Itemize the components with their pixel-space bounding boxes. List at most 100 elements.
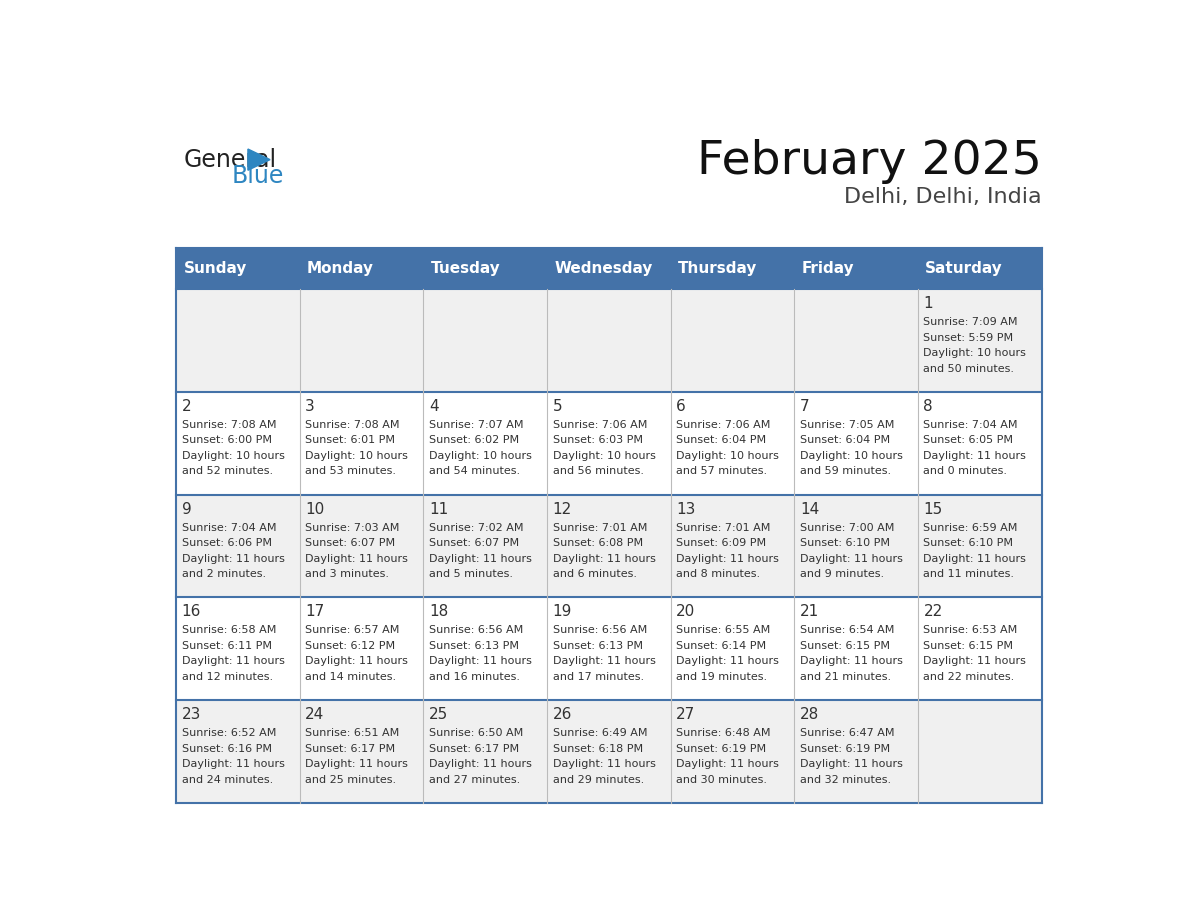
Text: 14: 14 — [800, 501, 819, 517]
Text: Daylight: 11 hours: Daylight: 11 hours — [676, 554, 779, 564]
Text: Daylight: 11 hours: Daylight: 11 hours — [923, 656, 1026, 666]
Text: Sunset: 6:13 PM: Sunset: 6:13 PM — [552, 641, 643, 651]
Text: Sunset: 6:19 PM: Sunset: 6:19 PM — [676, 744, 766, 754]
Text: Sunset: 5:59 PM: Sunset: 5:59 PM — [923, 332, 1013, 342]
Text: and 0 minutes.: and 0 minutes. — [923, 466, 1007, 476]
Text: Sunrise: 7:04 AM: Sunrise: 7:04 AM — [923, 420, 1018, 430]
Text: Sunrise: 6:47 AM: Sunrise: 6:47 AM — [800, 728, 895, 738]
Text: 17: 17 — [305, 604, 324, 620]
Text: and 3 minutes.: and 3 minutes. — [305, 569, 390, 579]
Text: and 50 minutes.: and 50 minutes. — [923, 364, 1015, 374]
Text: Sunrise: 7:05 AM: Sunrise: 7:05 AM — [800, 420, 895, 430]
Text: Sunrise: 7:06 AM: Sunrise: 7:06 AM — [552, 420, 647, 430]
Text: Sunset: 6:12 PM: Sunset: 6:12 PM — [305, 641, 396, 651]
Text: Daylight: 10 hours: Daylight: 10 hours — [182, 451, 284, 461]
Text: and 12 minutes.: and 12 minutes. — [182, 672, 273, 682]
Text: 25: 25 — [429, 707, 448, 722]
Text: Wednesday: Wednesday — [555, 261, 652, 276]
Text: Sunset: 6:16 PM: Sunset: 6:16 PM — [182, 744, 272, 754]
Text: Daylight: 11 hours: Daylight: 11 hours — [305, 759, 409, 769]
Text: 3: 3 — [305, 398, 315, 414]
Text: Sunrise: 6:58 AM: Sunrise: 6:58 AM — [182, 625, 276, 635]
Text: Sunrise: 6:56 AM: Sunrise: 6:56 AM — [552, 625, 646, 635]
Text: Daylight: 11 hours: Daylight: 11 hours — [923, 554, 1026, 564]
Bar — [176, 392, 1042, 495]
Text: 7: 7 — [800, 398, 809, 414]
Text: Daylight: 10 hours: Daylight: 10 hours — [429, 451, 532, 461]
Text: Daylight: 11 hours: Daylight: 11 hours — [676, 656, 779, 666]
Text: 10: 10 — [305, 501, 324, 517]
Text: and 5 minutes.: and 5 minutes. — [429, 569, 513, 579]
Text: Daylight: 11 hours: Daylight: 11 hours — [429, 759, 532, 769]
Text: Sunset: 6:15 PM: Sunset: 6:15 PM — [800, 641, 890, 651]
Text: and 14 minutes.: and 14 minutes. — [305, 672, 397, 682]
Text: 27: 27 — [676, 707, 695, 722]
Text: Sunrise: 7:06 AM: Sunrise: 7:06 AM — [676, 420, 771, 430]
Text: 2: 2 — [182, 398, 191, 414]
Text: Daylight: 11 hours: Daylight: 11 hours — [305, 656, 409, 666]
Text: 19: 19 — [552, 604, 571, 620]
Bar — [176, 495, 1042, 598]
Text: 6: 6 — [676, 398, 685, 414]
Text: Monday: Monday — [308, 261, 374, 276]
Text: Sunrise: 7:02 AM: Sunrise: 7:02 AM — [429, 522, 524, 532]
Text: 18: 18 — [429, 604, 448, 620]
Text: 4: 4 — [429, 398, 438, 414]
Polygon shape — [248, 149, 270, 170]
Text: and 21 minutes.: and 21 minutes. — [800, 672, 891, 682]
Text: Sunset: 6:07 PM: Sunset: 6:07 PM — [305, 538, 396, 548]
Text: Sunrise: 6:53 AM: Sunrise: 6:53 AM — [923, 625, 1018, 635]
Text: Daylight: 11 hours: Daylight: 11 hours — [305, 554, 409, 564]
Text: Sunset: 6:05 PM: Sunset: 6:05 PM — [923, 435, 1013, 445]
Text: Sunset: 6:15 PM: Sunset: 6:15 PM — [923, 641, 1013, 651]
Text: and 24 minutes.: and 24 minutes. — [182, 775, 273, 785]
Text: Sunset: 6:17 PM: Sunset: 6:17 PM — [429, 744, 519, 754]
Text: Sunrise: 7:07 AM: Sunrise: 7:07 AM — [429, 420, 524, 430]
Text: 16: 16 — [182, 604, 201, 620]
Text: 9: 9 — [182, 501, 191, 517]
Text: Sunrise: 7:09 AM: Sunrise: 7:09 AM — [923, 317, 1018, 327]
Text: Sunrise: 6:51 AM: Sunrise: 6:51 AM — [305, 728, 399, 738]
Text: and 57 minutes.: and 57 minutes. — [676, 466, 767, 476]
Text: Sunday: Sunday — [183, 261, 247, 276]
Text: and 59 minutes.: and 59 minutes. — [800, 466, 891, 476]
Text: 23: 23 — [182, 707, 201, 722]
Text: Sunset: 6:14 PM: Sunset: 6:14 PM — [676, 641, 766, 651]
Text: Daylight: 11 hours: Daylight: 11 hours — [182, 554, 284, 564]
Text: and 11 minutes.: and 11 minutes. — [923, 569, 1015, 579]
Text: Sunset: 6:17 PM: Sunset: 6:17 PM — [305, 744, 396, 754]
Bar — [176, 289, 1042, 392]
Text: Sunrise: 7:03 AM: Sunrise: 7:03 AM — [305, 522, 399, 532]
Text: General: General — [183, 148, 277, 172]
Text: and 25 minutes.: and 25 minutes. — [305, 775, 397, 785]
Text: 15: 15 — [923, 501, 943, 517]
Text: 20: 20 — [676, 604, 695, 620]
Text: and 2 minutes.: and 2 minutes. — [182, 569, 266, 579]
Text: Daylight: 11 hours: Daylight: 11 hours — [552, 759, 656, 769]
Text: Daylight: 11 hours: Daylight: 11 hours — [800, 656, 903, 666]
Text: and 30 minutes.: and 30 minutes. — [676, 775, 767, 785]
Text: Sunset: 6:19 PM: Sunset: 6:19 PM — [800, 744, 890, 754]
Text: and 16 minutes.: and 16 minutes. — [429, 672, 520, 682]
Text: Sunset: 6:10 PM: Sunset: 6:10 PM — [923, 538, 1013, 548]
Text: Daylight: 10 hours: Daylight: 10 hours — [800, 451, 903, 461]
Text: Sunrise: 7:08 AM: Sunrise: 7:08 AM — [305, 420, 400, 430]
Text: Sunset: 6:09 PM: Sunset: 6:09 PM — [676, 538, 766, 548]
Text: Tuesday: Tuesday — [431, 261, 500, 276]
Text: Sunrise: 6:50 AM: Sunrise: 6:50 AM — [429, 728, 523, 738]
Bar — [176, 248, 1042, 289]
Text: and 52 minutes.: and 52 minutes. — [182, 466, 273, 476]
Text: Daylight: 11 hours: Daylight: 11 hours — [676, 759, 779, 769]
Text: Sunrise: 6:48 AM: Sunrise: 6:48 AM — [676, 728, 771, 738]
Text: 11: 11 — [429, 501, 448, 517]
Text: Blue: Blue — [232, 164, 284, 188]
Text: 13: 13 — [676, 501, 695, 517]
Text: Daylight: 10 hours: Daylight: 10 hours — [923, 348, 1026, 358]
Text: Sunrise: 6:49 AM: Sunrise: 6:49 AM — [552, 728, 647, 738]
Text: Delhi, Delhi, India: Delhi, Delhi, India — [843, 187, 1042, 207]
Text: Sunrise: 7:04 AM: Sunrise: 7:04 AM — [182, 522, 276, 532]
Text: Saturday: Saturday — [925, 261, 1003, 276]
Text: Sunrise: 6:57 AM: Sunrise: 6:57 AM — [305, 625, 399, 635]
Text: Sunrise: 7:00 AM: Sunrise: 7:00 AM — [800, 522, 895, 532]
Text: Sunset: 6:02 PM: Sunset: 6:02 PM — [429, 435, 519, 445]
